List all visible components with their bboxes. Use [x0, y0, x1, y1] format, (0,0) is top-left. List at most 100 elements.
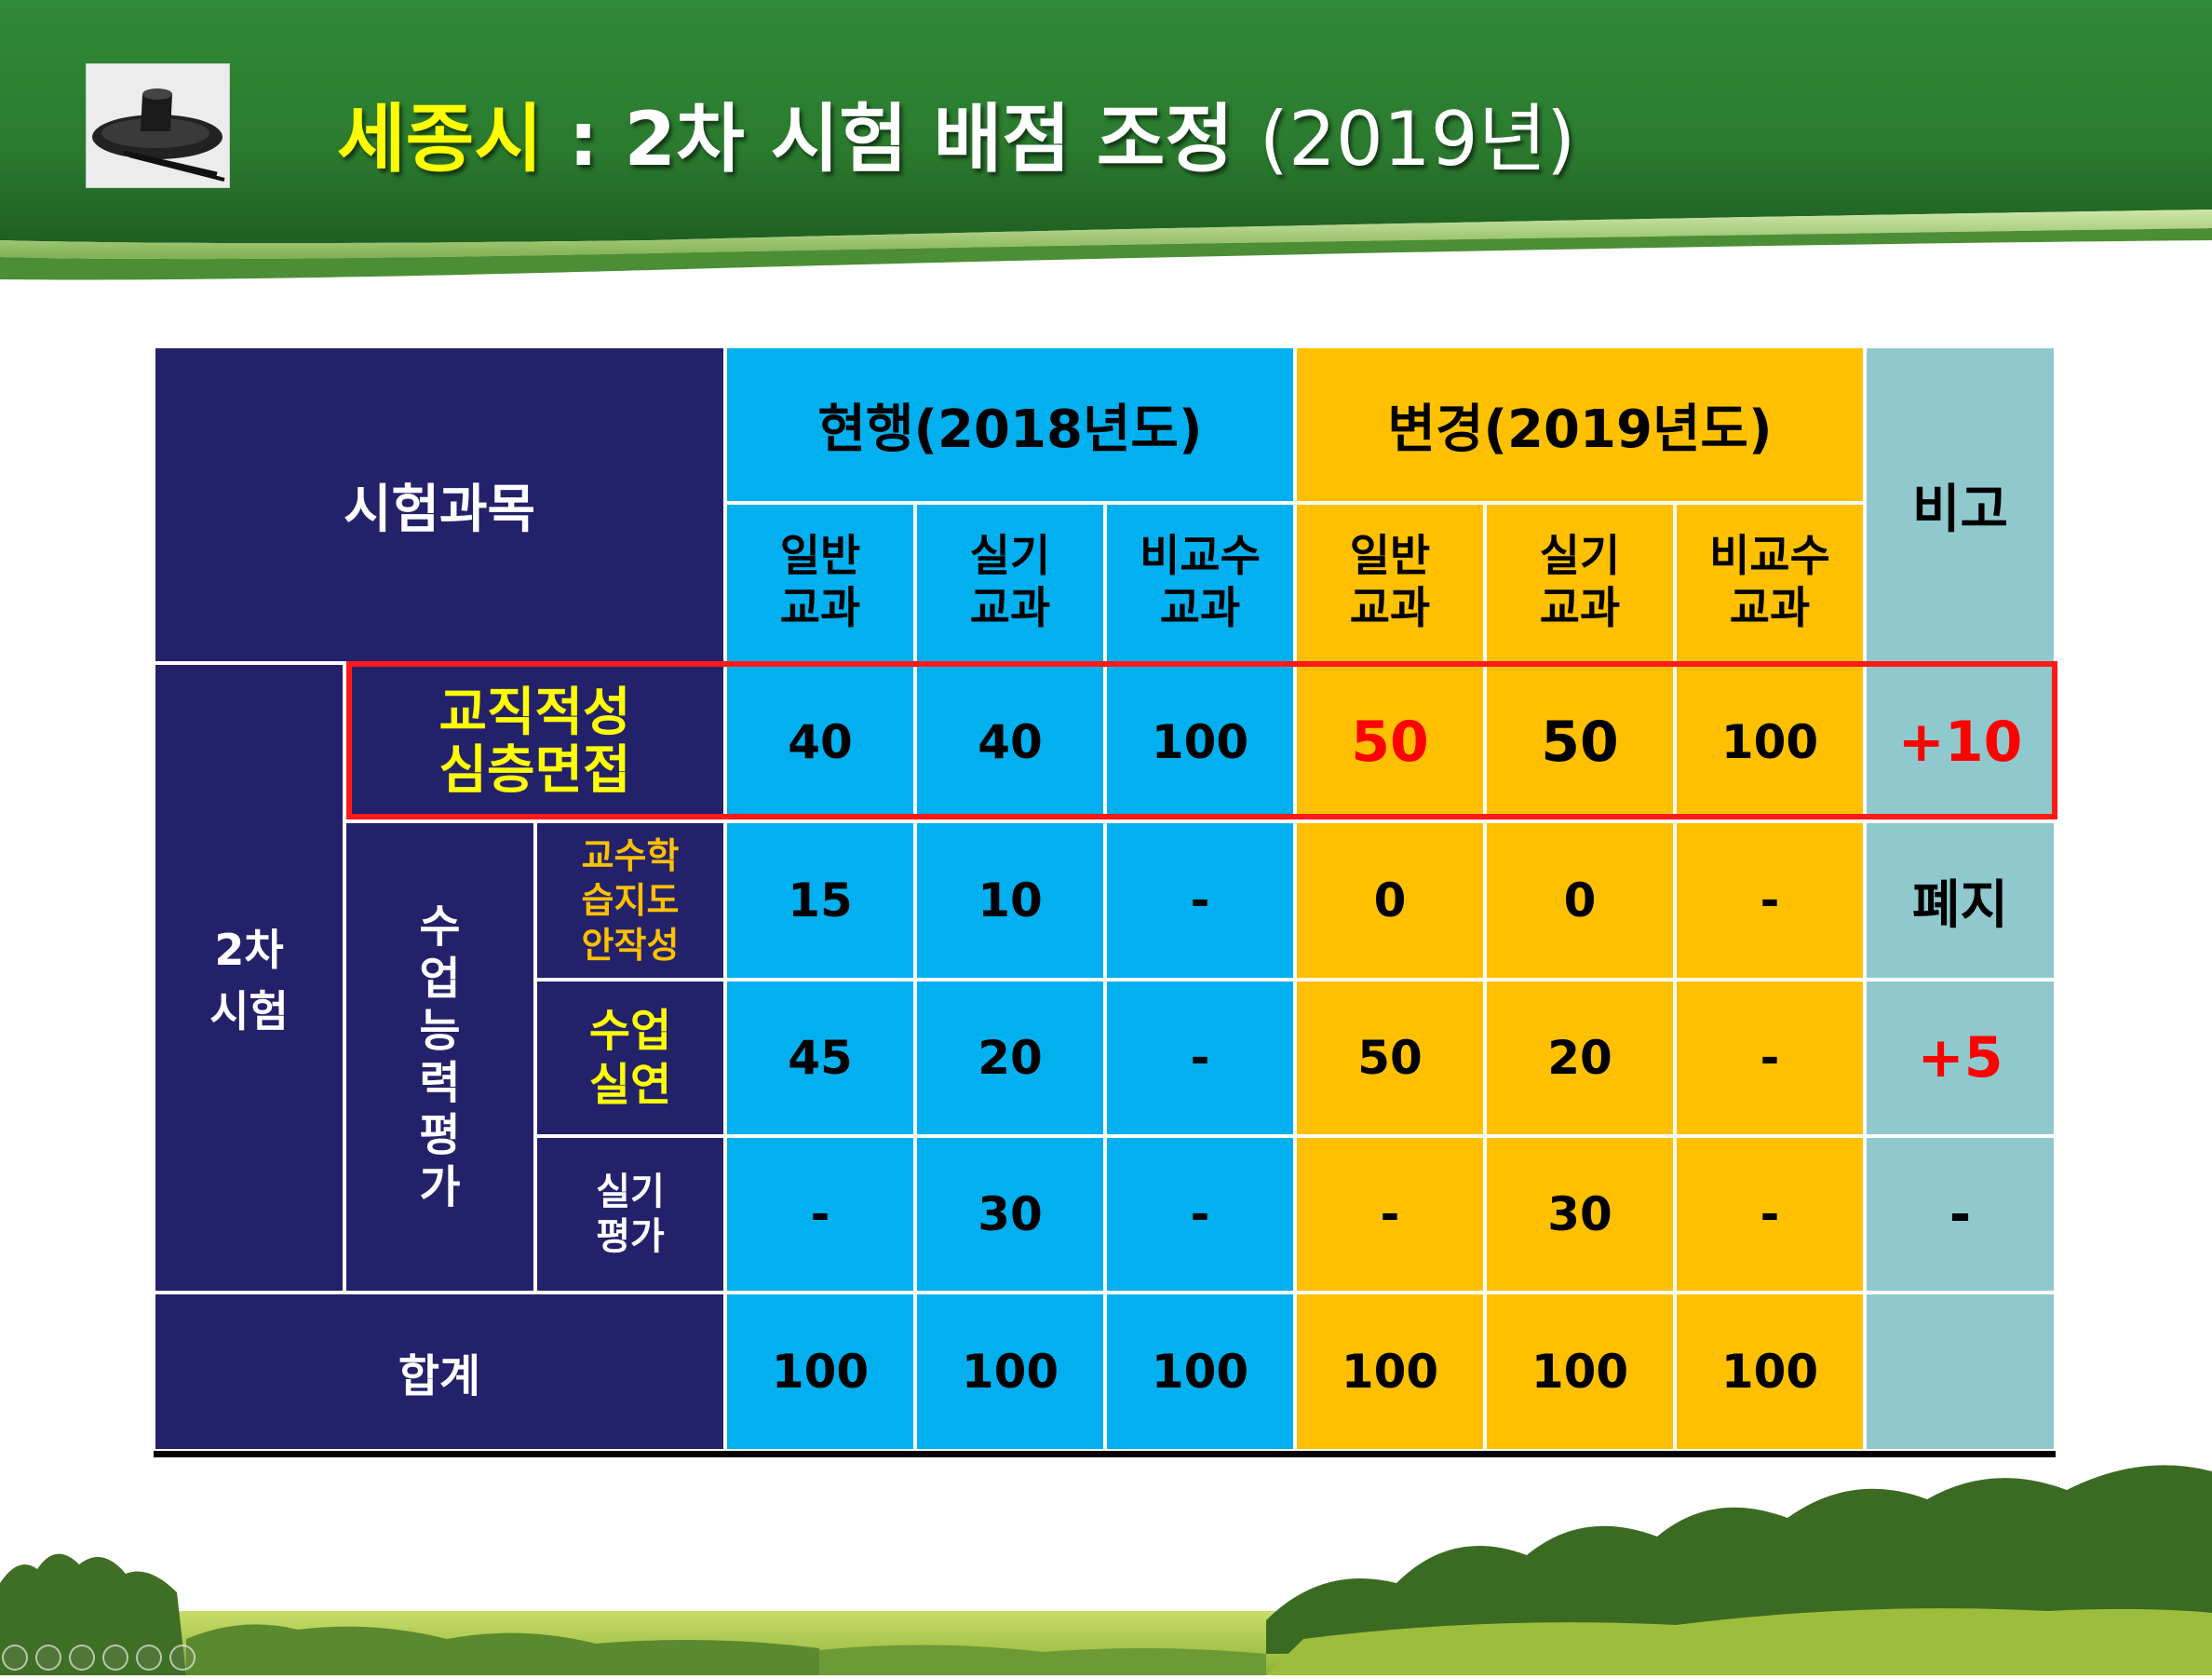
value-cell: -	[1105, 821, 1295, 980]
value-cell: 0	[1485, 821, 1675, 980]
title-main: : 2차 시험 배점 조정	[542, 96, 1260, 183]
footer-landscape	[0, 1453, 2212, 1675]
value-cell: -	[1105, 980, 1295, 1136]
next-icon[interactable]	[35, 1645, 61, 1671]
value-cell: 100	[1675, 663, 1865, 821]
total-remark-cell	[1865, 1293, 2056, 1451]
value-cell-text: -	[1760, 873, 1780, 928]
value-cell: -	[1295, 1136, 1485, 1293]
value-cell-text: 0	[1373, 873, 1407, 928]
row-label: 교수학 습지도 안작성	[535, 821, 725, 980]
remark-cell: +10	[1865, 663, 2056, 821]
changed-year-header: 변경(2019년도)	[1295, 346, 1865, 503]
value-cell-text: -	[1190, 1031, 1210, 1085]
value-cell: -	[1675, 980, 1865, 1136]
value-cell: -	[725, 1136, 915, 1293]
column-label-text: 비교수 교과	[1709, 531, 1830, 634]
value-cell: -	[1105, 1136, 1295, 1293]
value-cell: 40	[725, 663, 915, 821]
header-banner: 세종시 : 2차 시험 배점 조정 (2019년)	[0, 0, 2212, 289]
value-cell: 50	[1295, 663, 1485, 821]
total-value-cell-text: 100	[771, 1345, 870, 1399]
row-label: 실기 평가	[535, 1136, 725, 1293]
value-cell: 20	[915, 980, 1105, 1136]
page-title: 세종시 : 2차 시험 배점 조정 (2019년)	[337, 84, 1575, 196]
value-cell: 50	[1295, 980, 1485, 1136]
value-cell-text: 50	[1351, 710, 1429, 775]
changed-year-header-text: 변경(2019년도)	[1387, 399, 1773, 460]
remark-header: 비고	[1865, 346, 2056, 663]
value-cell-text: 40	[978, 715, 1043, 769]
current-year-header: 현행(2018년도)	[725, 346, 1295, 503]
row-label-text: 수업 실연	[588, 1005, 672, 1111]
green-banner-bg	[0, 0, 2212, 280]
remark-cell: 폐지	[1865, 821, 2056, 980]
value-cell-text: 30	[1547, 1187, 1612, 1241]
column-label-text: 실기 교과	[969, 531, 1051, 634]
slides-icon[interactable]	[102, 1645, 128, 1671]
total-value-cell: 100	[725, 1293, 915, 1451]
total-value-cell-text: 100	[1151, 1345, 1249, 1399]
value-cell-text: -	[1760, 1031, 1780, 1085]
logo	[86, 63, 230, 188]
column-label-text: 비교수 교과	[1140, 531, 1261, 634]
value-cell-text: 50	[1357, 1031, 1423, 1085]
column-label: 실기 교과	[1485, 503, 1675, 663]
value-cell-text: 10	[978, 873, 1043, 928]
title-city: 세종시	[337, 96, 543, 183]
value-cell-text: -	[1190, 1187, 1210, 1241]
pen-icon[interactable]	[69, 1645, 95, 1671]
remark-cell: -	[1865, 1136, 2056, 1293]
column-label-text: 일반 교과	[779, 531, 861, 634]
value-cell-text: 20	[978, 1031, 1043, 1085]
subject-header-text: 시험과목	[343, 479, 536, 540]
value-cell: -	[1675, 1136, 1865, 1293]
slide-nav-controls[interactable]	[2, 1645, 196, 1671]
column-label: 실기 교과	[915, 503, 1105, 663]
value-cell-text: 20	[1547, 1031, 1612, 1085]
value-cell: 30	[915, 1136, 1105, 1293]
value-cell-text: 0	[1563, 873, 1597, 928]
value-cell-text: 100	[1151, 715, 1249, 769]
value-cell-text: -	[1380, 1187, 1400, 1241]
remark-header-text: 비고	[1911, 479, 2009, 540]
value-cell-text: 15	[788, 873, 853, 928]
subject-header: 시험과목	[154, 346, 725, 663]
value-cell-text: 30	[978, 1187, 1043, 1241]
value-cell: 10	[915, 821, 1105, 980]
value-cell: 40	[915, 663, 1105, 821]
row-label-text: 교직적성 심층면접	[438, 683, 631, 801]
total-value-cell: 100	[915, 1293, 1105, 1451]
total-label: 합계	[154, 1293, 725, 1451]
remark-cell-text: +5	[1917, 1025, 2003, 1090]
column-label-text: 일반 교과	[1349, 531, 1431, 634]
group-label: 수 업 능 력 평 가	[344, 821, 535, 1293]
table-bottom-rule	[154, 1451, 2056, 1457]
prev-icon[interactable]	[2, 1645, 28, 1671]
stage-label-text: 2차 시험	[209, 925, 289, 1036]
value-cell: 45	[725, 980, 915, 1136]
tree-landscape-bg	[0, 1465, 2212, 1675]
row-label-text: 교수학 습지도 안작성	[581, 835, 680, 966]
column-label-text: 실기 교과	[1539, 531, 1621, 634]
total-value-cell-text: 100	[961, 1345, 1059, 1399]
zoom-icon[interactable]	[136, 1645, 162, 1671]
value-cell: 20	[1485, 980, 1675, 1136]
value-cell: 100	[1105, 663, 1295, 821]
traditional-hat-icon	[87, 64, 229, 187]
value-cell-text: -	[1760, 1187, 1780, 1241]
title-year: (2019년)	[1259, 96, 1576, 183]
remark-cell: +5	[1865, 980, 2056, 1136]
current-year-header-text: 현행(2018년도)	[817, 399, 1203, 460]
more-icon[interactable]	[169, 1645, 196, 1671]
value-cell-text: 100	[1720, 715, 1819, 769]
stage-label: 2차 시험	[154, 663, 344, 1293]
row-label: 교직적성 심층면접	[344, 663, 725, 821]
group-label-text: 수 업 능 력 평 가	[419, 900, 461, 1213]
remark-cell-text: 폐지	[1911, 874, 2009, 936]
value-cell: 30	[1485, 1136, 1675, 1293]
total-value-cell: 100	[1105, 1293, 1295, 1451]
value-cell-text: 40	[788, 715, 853, 769]
value-cell: 50	[1485, 663, 1675, 821]
